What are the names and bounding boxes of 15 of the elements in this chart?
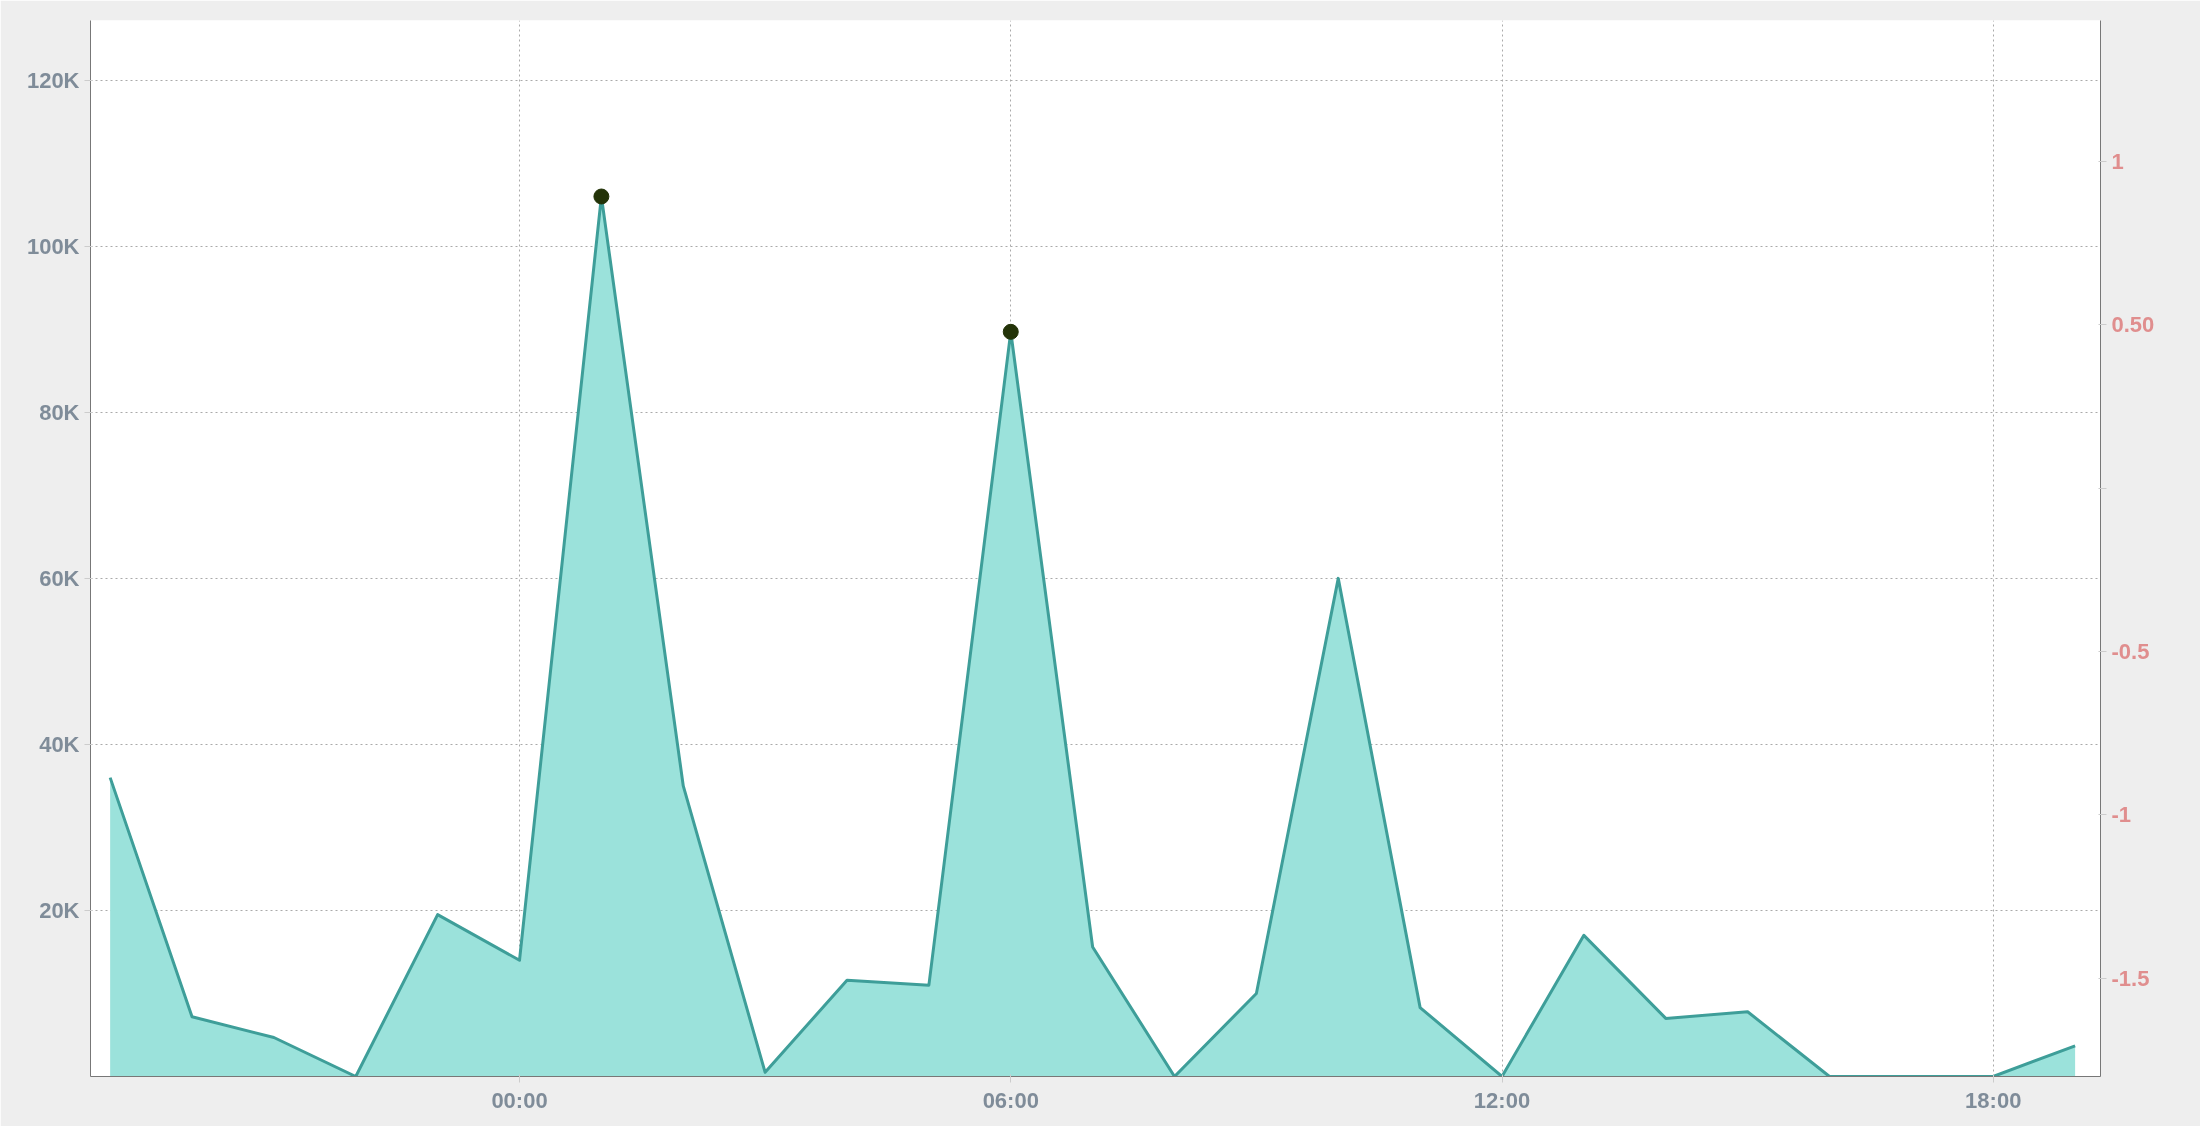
y-tick-label: 60K [39, 565, 80, 591]
y-tick-label: 100K [26, 233, 80, 259]
y2-tick-label: -0.5 [2111, 638, 2150, 664]
y2-tick-label: -1.5 [2111, 965, 2150, 991]
y2-tick-label: -1 [2111, 802, 2132, 828]
y-tick-label: 120K [26, 67, 80, 93]
x-tick-label: 00:00 [491, 1087, 548, 1113]
y2-tick-label: 1 [2111, 148, 2124, 174]
y2-tick-label: 0.50 [2111, 312, 2155, 338]
x-tick-label: 18:00 [1965, 1087, 2022, 1113]
y-tick-label: 40K [39, 731, 80, 757]
y-tick-label: 80K [39, 399, 80, 425]
x-tick-label: 12:00 [1473, 1087, 1531, 1113]
y-tick-label: 20K [39, 897, 80, 923]
x-tick-label: 06:00 [982, 1087, 1039, 1113]
